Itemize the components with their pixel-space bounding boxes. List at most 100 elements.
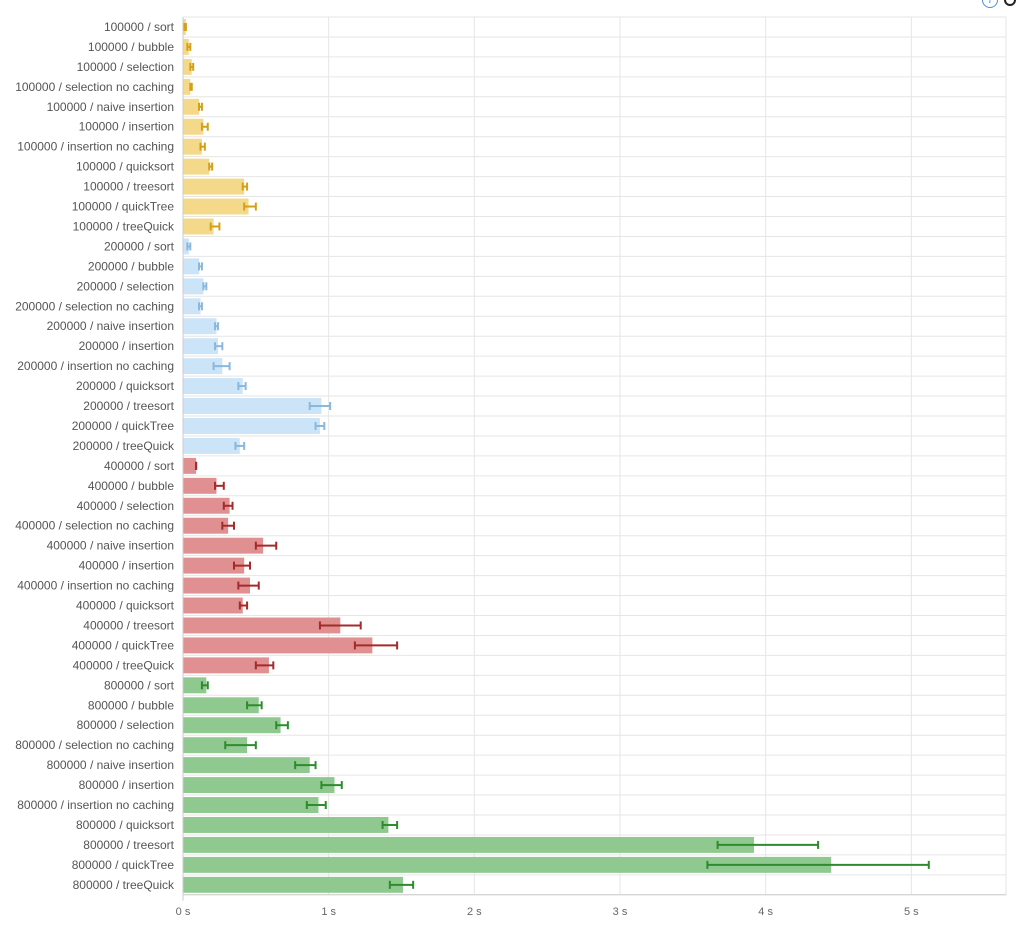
bar bbox=[183, 557, 245, 574]
category-label: 200000 / selection bbox=[77, 279, 174, 293]
category-label: 800000 / treesort bbox=[83, 838, 174, 852]
category-label: 400000 / insertion no caching bbox=[17, 579, 174, 593]
bar bbox=[183, 58, 192, 75]
bar bbox=[183, 398, 322, 414]
bar bbox=[183, 298, 201, 315]
x-tick-label: 2 s bbox=[467, 906, 482, 918]
category-label: 100000 / treesort bbox=[83, 180, 174, 194]
bar bbox=[183, 876, 403, 893]
bar bbox=[183, 577, 251, 594]
bar bbox=[183, 258, 200, 275]
category-label: 400000 / selection no caching bbox=[15, 519, 174, 533]
category-label: 200000 / sort bbox=[104, 239, 175, 253]
category-label: 400000 / quickTree bbox=[72, 638, 175, 652]
bar bbox=[183, 836, 755, 853]
category-label: 800000 / bubble bbox=[88, 698, 174, 712]
category-label: 100000 / quickTree bbox=[72, 200, 175, 214]
bar bbox=[183, 797, 319, 813]
category-label: 200000 / insertion no caching bbox=[17, 359, 174, 373]
bars bbox=[183, 19, 832, 893]
bar bbox=[183, 497, 230, 514]
category-label: 400000 / treeQuick bbox=[73, 658, 175, 672]
search-icon[interactable] bbox=[1004, 0, 1016, 6]
category-label: 200000 / bubble bbox=[88, 259, 174, 273]
category-label: 400000 / quicksort bbox=[76, 599, 175, 613]
category-label: 400000 / bubble bbox=[88, 479, 174, 493]
category-label: 100000 / selection no caching bbox=[15, 80, 174, 94]
bar bbox=[183, 78, 191, 95]
bar bbox=[183, 358, 223, 375]
bar bbox=[183, 617, 341, 634]
x-axis-tick-labels: 0 s 1 s 2 s 3 s 4 s 5 s bbox=[176, 906, 919, 918]
category-label: 400000 / naive insertion bbox=[47, 539, 174, 553]
category-label: 100000 / bubble bbox=[88, 40, 174, 54]
bar bbox=[183, 657, 269, 674]
category-label: 800000 / sort bbox=[104, 678, 175, 692]
category-label: 800000 / insertion no caching bbox=[17, 798, 174, 812]
category-label: 200000 / selection no caching bbox=[15, 299, 174, 313]
x-tick-label: 0 s bbox=[176, 906, 191, 918]
bar bbox=[183, 118, 204, 135]
bar bbox=[183, 318, 217, 335]
category-label: 800000 / selection bbox=[77, 718, 174, 732]
category-label: 100000 / selection bbox=[77, 60, 174, 74]
toolbar-icons: i bbox=[982, 0, 1016, 8]
bar bbox=[183, 757, 310, 774]
category-label: 200000 / insertion bbox=[79, 339, 174, 353]
bar bbox=[183, 477, 217, 494]
bar bbox=[183, 338, 218, 355]
bar bbox=[183, 777, 335, 794]
bar bbox=[183, 218, 214, 235]
category-label: 200000 / quicksort bbox=[76, 379, 175, 393]
category-label: 800000 / selection no caching bbox=[15, 738, 174, 752]
category-label: 400000 / sort bbox=[104, 459, 175, 473]
bar bbox=[183, 537, 264, 554]
bar bbox=[183, 717, 281, 734]
category-label: 800000 / insertion bbox=[79, 778, 174, 792]
category-label: 100000 / insertion bbox=[79, 120, 174, 134]
category-label: 200000 / treesort bbox=[83, 399, 174, 413]
bar bbox=[183, 856, 832, 873]
bar bbox=[183, 697, 259, 714]
bar bbox=[183, 238, 189, 255]
category-label: 100000 / sort bbox=[104, 20, 175, 34]
bar bbox=[183, 198, 249, 215]
category-label: 400000 / selection bbox=[77, 499, 174, 513]
bar bbox=[183, 138, 202, 155]
category-label: 200000 / treeQuick bbox=[73, 439, 175, 453]
bar bbox=[183, 737, 248, 754]
bar bbox=[183, 98, 200, 115]
bar bbox=[183, 457, 197, 474]
bar bbox=[183, 677, 207, 694]
x-tick-label: 1 s bbox=[321, 906, 336, 918]
x-tick-label: 3 s bbox=[613, 906, 628, 918]
category-label: 100000 / naive insertion bbox=[47, 100, 174, 114]
category-label: 800000 / naive insertion bbox=[47, 758, 174, 772]
bar bbox=[183, 378, 243, 395]
bar bbox=[183, 437, 240, 454]
bar bbox=[183, 817, 389, 833]
bar bbox=[183, 278, 204, 295]
category-label: 100000 / treeQuick bbox=[73, 219, 175, 233]
category-label: 400000 / treesort bbox=[83, 618, 174, 632]
category-label: 800000 / quickTree bbox=[72, 858, 175, 872]
bar bbox=[183, 158, 210, 175]
x-tick-label: 5 s bbox=[904, 906, 919, 918]
category-label: 100000 / quicksort bbox=[76, 160, 175, 174]
error-bars bbox=[183, 22, 930, 889]
bar bbox=[183, 637, 373, 654]
bar bbox=[183, 418, 320, 434]
category-label: 200000 / naive insertion bbox=[47, 319, 174, 333]
bar bbox=[183, 597, 243, 614]
bar bbox=[183, 38, 189, 55]
category-labels: 100000 / sort 100000 / bubble 100000 / sel… bbox=[15, 20, 175, 892]
x-tick-label: 4 s bbox=[758, 906, 773, 918]
category-label: 400000 / insertion bbox=[79, 559, 174, 573]
category-label: 100000 / insertion no caching bbox=[17, 140, 174, 154]
bar bbox=[183, 517, 229, 534]
category-label: 800000 / treeQuick bbox=[73, 878, 175, 892]
category-label: 800000 / quicksort bbox=[76, 818, 175, 832]
category-label: 200000 / quickTree bbox=[72, 419, 175, 433]
bar bbox=[183, 178, 245, 195]
